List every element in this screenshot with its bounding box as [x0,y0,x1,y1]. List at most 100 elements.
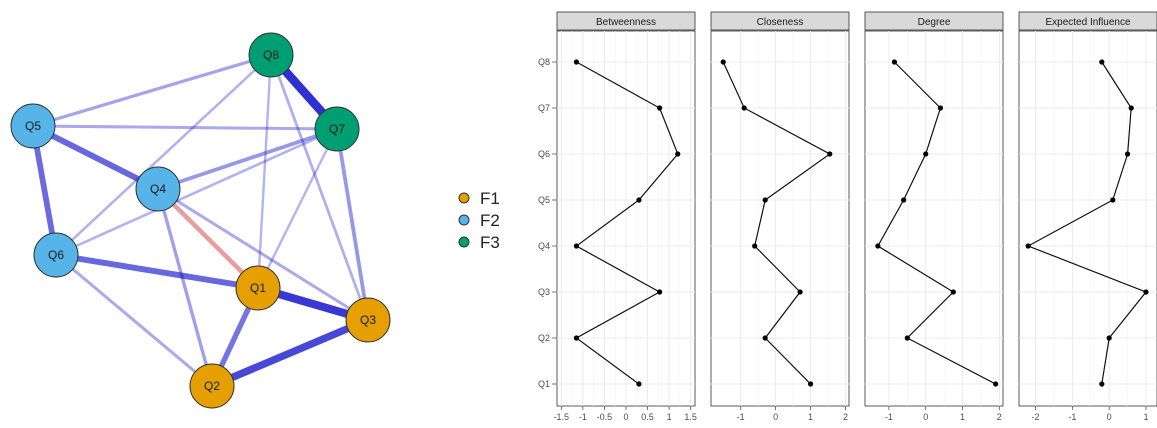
legend-item-f1: F1 [458,189,500,208]
network-graph: Q1 Q2 Q3 Q4 Q5 Q6 Q7 Q8 [10,32,391,409]
edge-q6-q1 [53,252,261,291]
point-betweenness-q5 [636,197,642,203]
edge-q4-q7 [156,127,339,191]
edge-q4-q2 [156,187,214,388]
x-tick-label: -1 [579,412,587,422]
point-closeness-q6 [827,151,833,157]
x-tick-label: 2 [997,412,1002,422]
x-tick-label: 1 [960,412,965,422]
point-betweenness-q7 [657,105,663,111]
legend-label-f2: F2 [480,211,500,230]
edge-q2-q3 [208,316,372,390]
network-nodes: Q1 Q2 Q3 Q4 Q5 Q6 Q7 Q8 [10,32,391,409]
node-q2: Q2 [189,363,235,409]
x-tick-label: -0.5 [597,412,613,422]
y-tick-label-q3: Q3 [538,287,550,297]
x-tick-label: -1 [1068,412,1076,422]
legend-label-f3: F3 [480,233,500,252]
x-tick-label: 1 [1143,412,1148,422]
x-tick-label: 0 [623,412,628,422]
point-betweenness-q8 [573,59,580,65]
node-q3: Q3 [345,297,391,343]
panel-strip [864,11,1004,31]
edge-q5-q4 [30,123,161,192]
node-label: Q4 [150,182,166,196]
edge-q4-q3 [156,187,370,322]
point-closeness-q1 [807,381,814,387]
node-label: Q5 [25,119,41,133]
point-degree-q5 [901,197,907,203]
node-label: Q3 [360,313,376,327]
panel-title: Expected Influence [1045,17,1130,28]
node-label: Q2 [204,379,220,393]
node-q7: Q7 [314,106,360,152]
y-tick-label-q1: Q1 [538,379,550,389]
series-line-betweenness [575,61,679,385]
panel-strip [1018,11,1157,31]
panel-degree: Degree -1 0 1 2 [864,11,1004,422]
edge-q5-q7 [31,124,339,131]
point-degree-q1 [993,381,999,387]
y-tick-label-q6: Q6 [538,149,550,159]
legend-item-f2: F2 [458,211,500,230]
node-q5: Q5 [10,103,56,149]
node-label: Q8 [263,48,279,62]
panel-betweenness: Betweenness -1.5 -1 -0.5 0 0.5 1 1.5 [554,11,697,422]
x-tick-label: -1.5 [554,412,570,422]
series-line-closeness [722,61,831,385]
point-betweenness-q2 [573,335,580,341]
x-tick-label: 0 [773,412,778,422]
node-q8: Q8 [248,32,294,78]
panel-title: Closeness [757,17,804,28]
node-q4: Q4 [135,166,181,212]
node-circle [33,232,79,278]
point-closeness-q3 [797,289,803,295]
point-betweenness-q6 [675,151,681,157]
legend-swatch-f2 [458,214,470,226]
x-tick-label: -1 [737,412,745,422]
panel-background [864,30,1004,407]
network-edges [30,50,373,390]
point-betweenness-q4 [573,243,580,249]
y-tick-label-q7: Q7 [538,103,550,113]
series-line-degree [877,61,996,385]
legend-swatch-f3 [458,236,470,248]
panel-title: Betweenness [596,17,656,28]
point-degree-q4 [875,243,881,249]
panel-expected-influence: Expected Influence -2 -1 0 1 [1018,11,1157,422]
y-tick-label-q4: Q4 [538,241,550,251]
x-tick-label: 0 [1107,412,1112,422]
x-tick-label: -1 [885,412,893,422]
point-closeness-q8 [720,59,726,65]
edge-q5-q8 [31,53,273,128]
x-tick-label: 1 [667,412,672,422]
point-betweenness-q3 [657,289,663,295]
panel-strip [556,11,696,31]
y-axis: Q1 Q2 Q3 Q4 Q5 Q6 Q7 Q8 [538,57,557,389]
node-label: Q1 [250,281,266,295]
panel-title: Degree [918,17,951,28]
point-expected-influence-q2 [1106,335,1112,341]
node-circle [10,103,56,149]
x-tick-label: 1 [808,412,813,422]
x-tick-label: 1.5 [684,412,697,422]
point-expected-influence-q6 [1124,151,1131,157]
point-degree-q7 [937,105,944,111]
point-expected-influence-q7 [1128,105,1134,111]
x-tick-label: -2 [1032,412,1040,422]
node-circle [345,297,391,343]
x-tick-label: 0 [923,412,928,422]
point-expected-influence-q1 [1099,381,1105,387]
edge-q8-q3 [269,53,370,322]
point-closeness-q4 [752,243,758,249]
series-line-expected-influence [1026,61,1147,385]
panel-background [710,30,850,407]
legend-label-f1: F1 [480,189,500,208]
edge-q6-q7 [54,127,339,257]
x-tick-label: 2 [843,412,848,422]
node-circle [314,106,360,152]
node-circle [235,265,281,311]
node-circle [189,363,235,409]
point-degree-q6 [923,151,929,157]
